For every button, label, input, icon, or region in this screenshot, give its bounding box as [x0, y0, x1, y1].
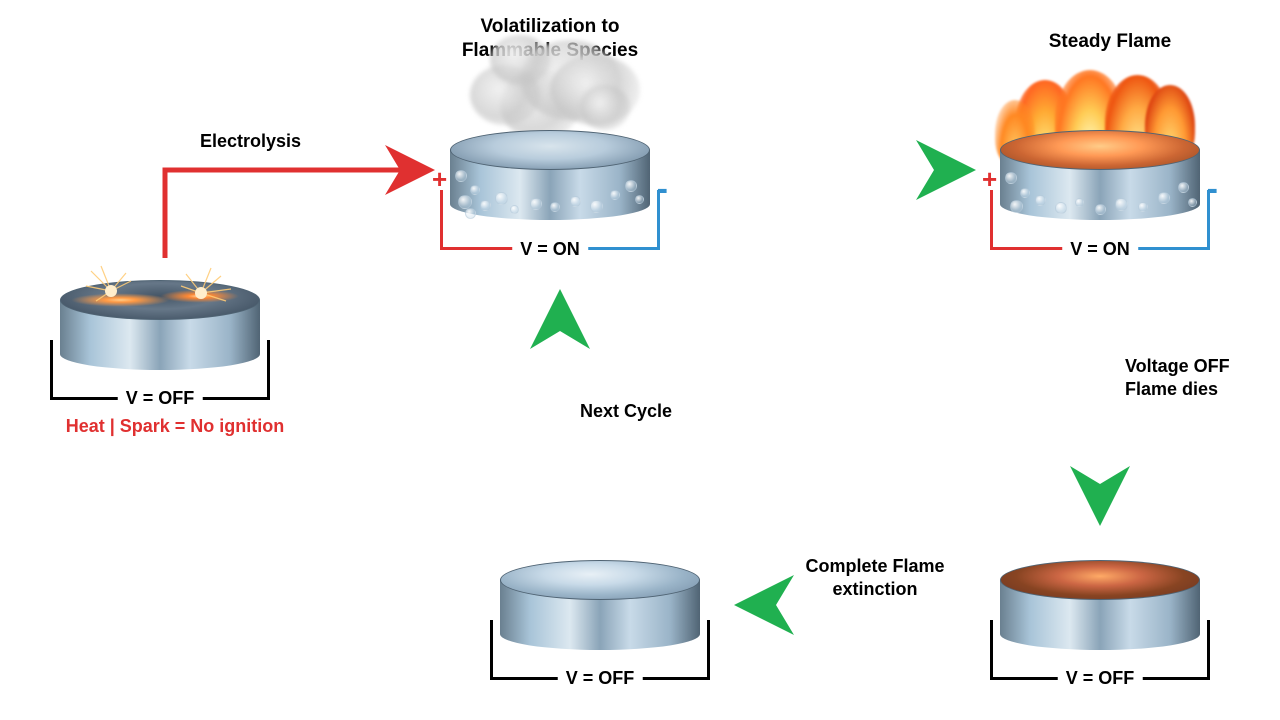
label-electrolysis: Electrolysis: [200, 130, 301, 153]
voltage-label: V = ON: [1062, 239, 1138, 260]
circuit-flame-dying: V = OFF: [990, 620, 1210, 680]
voltage-label: V = OFF: [1058, 668, 1143, 689]
voltage-label: V = OFF: [558, 668, 643, 689]
caption-initial: Heat | Spark = No ignition: [35, 415, 315, 438]
stage-flame-dying: V = OFF: [1000, 560, 1200, 650]
circuit-extinguished: V = OFF: [490, 620, 710, 680]
label-extinction: Complete Flame extinction: [775, 555, 975, 602]
voltage-label: V = OFF: [118, 388, 203, 409]
label-next-cycle: Next Cycle: [580, 400, 672, 423]
stage-extinguished: V = OFF: [500, 560, 700, 650]
circuit-initial: V = OFF: [50, 340, 270, 400]
label-voltage-off: Voltage OFF Flame dies: [1125, 355, 1230, 402]
voltage-label: V = ON: [512, 239, 588, 260]
stage-initial: V = OFF Heat | Spark = No ignition: [60, 280, 260, 370]
sparks-icon: [61, 271, 261, 311]
stage-volatilization: Volatilization to Flammable Species: [450, 130, 650, 220]
stage-steady-flame: Steady Flame + - V =: [1000, 130, 1200, 220]
